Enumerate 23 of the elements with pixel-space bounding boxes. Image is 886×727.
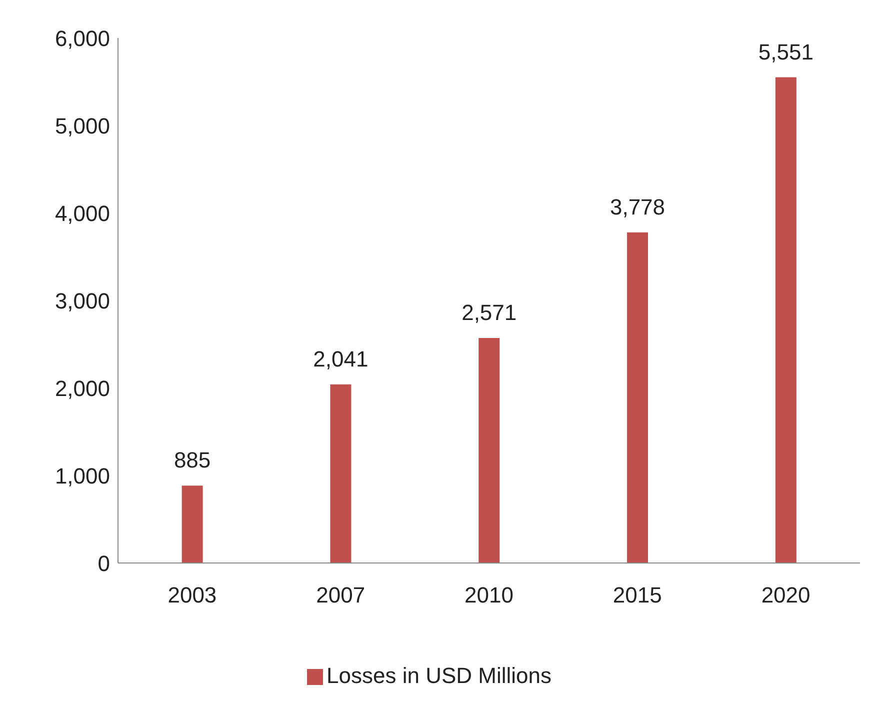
y-tick-label: 1,000 [54, 463, 110, 488]
data-label: 2,041 [313, 346, 368, 372]
x-tick-label: 2003 [168, 582, 217, 608]
y-tick-label: 6,000 [54, 26, 110, 51]
data-label: 3,778 [610, 194, 666, 220]
legend-label: Losses in USD Millions [326, 663, 552, 688]
bar [775, 77, 796, 563]
x-tick-label: 2007 [316, 582, 366, 608]
x-tick-label: 2020 [761, 582, 810, 608]
bar [627, 232, 648, 563]
bar [182, 486, 203, 563]
bar [478, 338, 500, 563]
y-tick-label: 0 [98, 550, 110, 576]
data-label: 5,551 [758, 39, 814, 64]
x-tick-label: 2010 [464, 582, 514, 608]
bar [330, 384, 352, 563]
y-tick-label: 2,000 [54, 376, 110, 401]
y-tick-label: 3,000 [54, 288, 110, 314]
data-label: 2,571 [462, 300, 517, 326]
y-tick-label: 5,000 [54, 113, 110, 138]
x-tick-label: 2015 [612, 582, 662, 608]
data-label: 885 [174, 448, 211, 473]
y-tick-label: 4,000 [54, 200, 110, 226]
